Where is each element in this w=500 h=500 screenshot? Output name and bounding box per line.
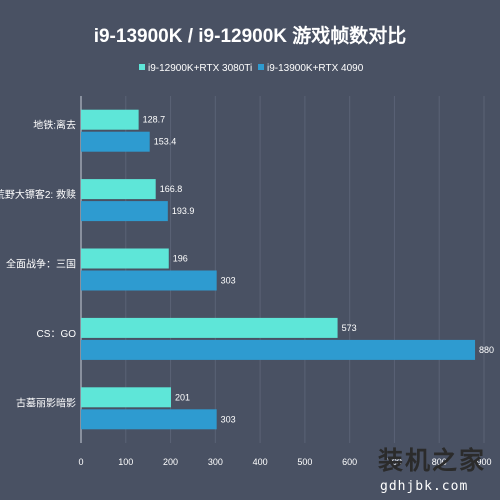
data-label: 573 [342,323,357,333]
gridlines [80,96,485,443]
data-label: 880 [479,345,494,355]
data-label: 303 [221,414,236,424]
x-tick-label: 300 [208,457,223,467]
bar [81,109,139,130]
legend-label: i9-13900K+RTX 4090 [267,63,364,74]
x-tick-label: 600 [342,457,357,467]
x-tick-label: 500 [297,457,312,467]
bar [81,131,150,152]
bar [81,409,217,430]
bar [81,270,217,291]
bar [81,387,172,408]
category-label: 全面战争：三国 [6,258,76,271]
category-label: CS：GO [37,329,77,340]
category-label: 古墓丽影暗影 [16,396,76,409]
legend-swatch [258,64,264,70]
category-label: 荒野大镖客2: 救赎 [0,188,76,201]
data-label: 153.4 [154,137,177,147]
data-label: 128.7 [143,115,166,125]
x-tick-label: 100 [118,457,133,467]
x-axis-ticks: 0 100 200 300 400 500 600 700 800 900 [78,457,491,467]
x-tick-label: 700 [387,457,402,467]
data-label: 196 [173,254,188,264]
x-tick-label: 900 [476,457,491,467]
data-label: 193.9 [172,206,195,216]
chart-title: i9-13900K / i9-12900K 游戏帧数对比 [94,24,407,47]
legend: i9-12900K+RTX 3080Ti i9-13900K+RTX 4090 [139,63,364,74]
bar [81,317,338,338]
bar [81,248,169,269]
bars: 128.7 153.4 166.8 193.9 196 303 573 880 201 303 [81,109,494,430]
bar [81,339,476,360]
data-label: 303 [221,276,236,286]
bar [81,201,168,222]
watermark-text: 装机之家 [378,446,486,475]
legend-swatch [139,64,145,70]
bar [81,179,156,200]
watermark-url: gdhjbk.com [380,479,468,494]
x-tick-label: 200 [163,457,178,467]
x-tick-label: 800 [432,457,447,467]
category-label: 地铁:离去 [33,119,76,132]
data-label: 166.8 [160,184,183,194]
data-label: 201 [175,392,190,402]
x-tick-label: 400 [253,457,268,467]
legend-label: i9-12900K+RTX 3080Ti [148,63,252,74]
x-tick-label: 0 [78,457,83,467]
